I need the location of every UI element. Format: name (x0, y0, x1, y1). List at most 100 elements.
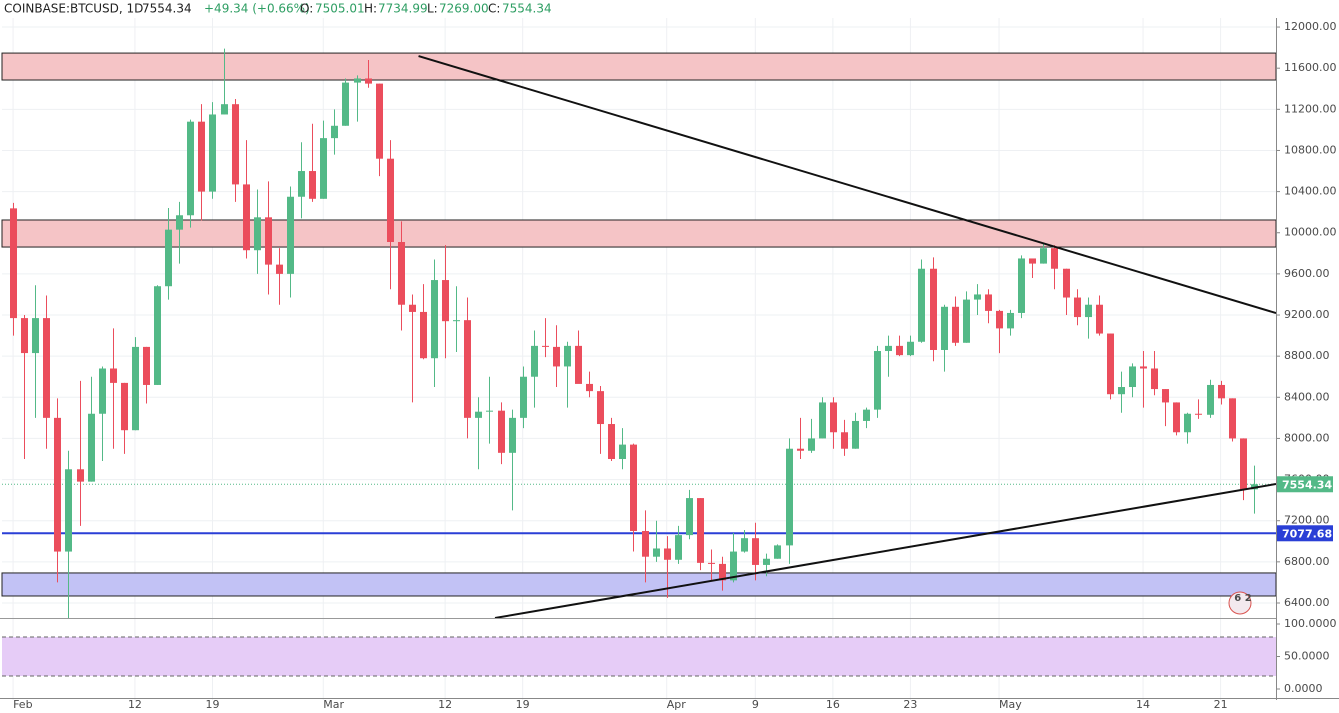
candle-body (1229, 398, 1236, 439)
candle-body (387, 158, 394, 242)
candle-body (1096, 304, 1103, 334)
l-label: L: (427, 2, 438, 16)
l: 7269.00 (439, 2, 489, 16)
candle-body (985, 294, 992, 311)
candle-body (841, 432, 848, 449)
x-tick-label: 14 (1136, 698, 1150, 711)
candle-body (553, 346, 560, 367)
candle-body (1074, 297, 1081, 318)
y-tick-label: 12000.00 (1284, 20, 1337, 33)
candle-body (65, 469, 72, 552)
candle-body (686, 498, 693, 536)
x-tick-label: Mar (323, 698, 344, 711)
y-tick-label: 10400.00 (1284, 185, 1337, 198)
candle-body (1151, 368, 1158, 390)
candle-body (165, 229, 172, 287)
oscillator-band (2, 637, 1276, 676)
candle-body (830, 402, 837, 433)
candle-body (1063, 268, 1070, 298)
candle-body (697, 498, 704, 563)
candle-body (952, 306, 959, 343)
trendline (494, 483, 1276, 618)
badge-icon (1228, 591, 1252, 615)
candle-body (32, 318, 39, 354)
candle-body (154, 286, 161, 385)
candle-body (863, 409, 870, 421)
x-tick-label: 19 (516, 698, 530, 711)
candle-body (320, 138, 327, 199)
x-tick-label: Apr (667, 698, 687, 711)
candle-body (608, 424, 615, 460)
candle-body (43, 318, 50, 418)
candle-body (121, 382, 128, 431)
candle-body (531, 345, 538, 377)
candle-body (254, 217, 261, 251)
candle-body (398, 241, 405, 305)
candle-body (885, 345, 892, 352)
candle-body (619, 444, 626, 460)
candle-body (110, 368, 117, 383)
candle-body (1162, 389, 1169, 403)
candle-body (786, 448, 793, 546)
candle-body (409, 304, 416, 312)
candle-body (486, 410, 493, 412)
price-label: 7554.34 (1282, 478, 1332, 491)
c-label: C: (488, 2, 500, 16)
candle-body (974, 294, 981, 300)
candle-body (464, 320, 471, 418)
candle-body (708, 562, 715, 564)
candle-body (630, 444, 637, 531)
candle-body (509, 417, 516, 453)
candle-body (564, 345, 571, 367)
o-label: O: (300, 2, 313, 16)
candle-body (653, 548, 660, 557)
x-tick-label: Feb (13, 698, 32, 711)
y-tick-label: 8400.00 (1284, 390, 1330, 403)
x-tick-label: 23 (903, 698, 917, 711)
candle-body (176, 215, 183, 230)
candle-body (1240, 438, 1247, 490)
x-tick-label: 19 (205, 698, 219, 711)
h-label: H: (364, 2, 377, 16)
candle-body (774, 545, 781, 559)
candle-body (1040, 248, 1047, 264)
candle-body (741, 538, 748, 552)
candle-body (132, 346, 139, 431)
candle-body (187, 121, 194, 216)
candle-body (209, 114, 216, 192)
candle-body (365, 78, 372, 84)
candle-body (1218, 384, 1225, 399)
candle-body (797, 448, 804, 451)
candle-body (852, 420, 859, 449)
candle-body (575, 345, 582, 384)
header: COINBASE:BTCUSD, 1D 7554.34 +49.34 (+0.6… (4, 2, 552, 16)
symbol: COINBASE:BTCUSD, 1D (4, 2, 143, 16)
candle-body (808, 438, 815, 451)
candle-body (1140, 366, 1147, 369)
candle-body (1129, 366, 1136, 388)
change: +49.34 (+0.66%) (204, 2, 310, 16)
candle-body (1207, 384, 1214, 415)
candle-body (675, 535, 682, 560)
candle-body (287, 196, 294, 274)
y-tick-label: 7200.00 (1284, 514, 1330, 527)
badge: 6 2 (1234, 593, 1251, 604)
y-tick-label: 100.0000 (1284, 617, 1337, 630)
candle-body (1007, 312, 1014, 329)
candle-body (1195, 413, 1202, 415)
y-tick-label: 6400.00 (1284, 596, 1330, 609)
y-tick-label: 6800.00 (1284, 555, 1330, 568)
candle-body (907, 341, 914, 356)
candle-body (520, 376, 527, 418)
candle-body (1184, 413, 1191, 433)
candle-body (21, 318, 28, 354)
x-tick-label: 9 (752, 698, 759, 711)
candle-body (77, 469, 84, 482)
y-tick-label: 11600.00 (1284, 61, 1337, 74)
zone (1, 52, 1277, 81)
price-label-box (1277, 476, 1333, 493)
trendline (418, 55, 1276, 315)
x-tick-label: 12 (438, 698, 452, 711)
h: 7734.99 (378, 2, 428, 16)
candle-body (642, 530, 649, 557)
